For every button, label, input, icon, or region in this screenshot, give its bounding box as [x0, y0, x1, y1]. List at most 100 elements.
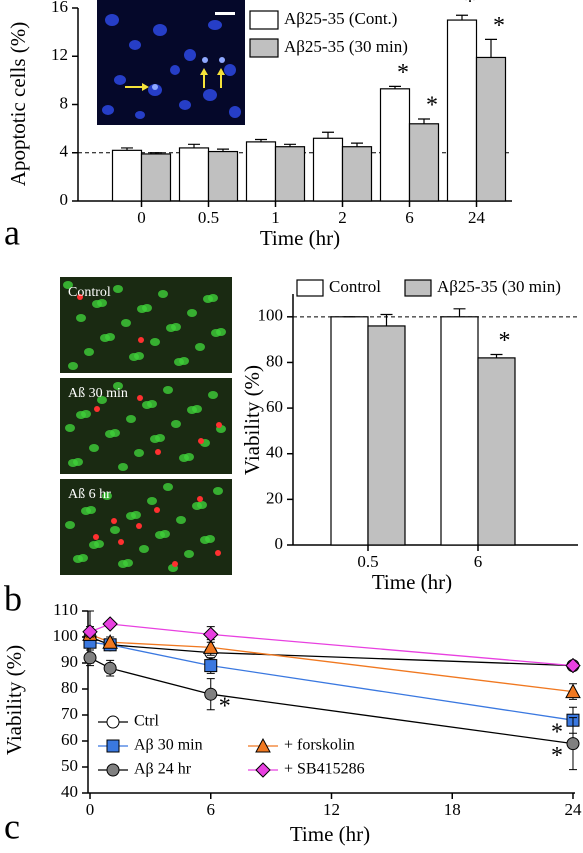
micrograph-label: Control: [68, 285, 111, 300]
cell: [163, 386, 173, 394]
error-bar: [255, 138, 267, 142]
significance-marker: *: [464, 0, 476, 15]
dead-cell: [94, 406, 100, 412]
error-bar: [121, 147, 133, 151]
significance-marker: *: [219, 694, 231, 720]
cell: [147, 497, 157, 505]
cell: [171, 323, 181, 331]
cell: [97, 396, 107, 404]
error-bar: [485, 38, 497, 58]
series-line: [89, 623, 574, 667]
error-bar: [322, 131, 334, 139]
panel-letter: a: [4, 212, 20, 252]
cell: [187, 309, 197, 317]
y-tick-label: 40: [61, 782, 78, 801]
bar: [341, 146, 373, 202]
micrograph: Control: [60, 277, 232, 373]
cell: [163, 483, 173, 491]
y-tick-label: 70: [61, 704, 78, 723]
cell: [176, 516, 186, 524]
cell: [208, 294, 218, 302]
bar: [330, 316, 369, 546]
x-axis-label: Time (hr): [260, 226, 340, 250]
x-tick-label: 12: [323, 800, 340, 819]
cell: [81, 410, 91, 418]
x-tick-label: 6: [474, 552, 483, 571]
y-axis-label: Apoptotic cells (%): [6, 22, 30, 186]
x-tick-label: 0: [137, 208, 146, 227]
legend-label: + forskolin: [284, 737, 355, 754]
micrograph-background: [60, 378, 232, 474]
significance-marker: *: [397, 60, 409, 86]
bar: [178, 147, 210, 202]
cell: [84, 348, 94, 356]
dead-cell: [77, 294, 83, 300]
cell: [105, 333, 115, 341]
x-tick-label: 0: [86, 800, 95, 819]
bar: [379, 88, 411, 202]
cell: [158, 290, 168, 298]
x-tick-label: 24: [564, 800, 582, 819]
micrograph-background: [60, 479, 232, 575]
dead-cell: [197, 496, 203, 502]
cell: [97, 299, 107, 307]
panel-letter: c: [4, 806, 20, 846]
marker: [106, 739, 120, 753]
bar: [477, 357, 516, 546]
legend-swatch: [249, 38, 279, 58]
series-line: [89, 657, 574, 745]
cell: [123, 559, 133, 567]
x-tick-label: 24: [468, 208, 486, 227]
marker: [255, 762, 271, 778]
cell: [126, 415, 136, 423]
y-tick-label: 4: [60, 142, 69, 161]
marker: [203, 626, 219, 643]
cell: [205, 535, 215, 543]
bar: [440, 316, 479, 546]
legend-label: Ctrl: [134, 713, 159, 730]
cell: [68, 362, 78, 370]
marker: [565, 657, 581, 674]
bar: [274, 146, 306, 202]
cell: [102, 492, 112, 500]
marker: [102, 634, 118, 649]
cell: [110, 429, 120, 437]
x-tick-label: 1: [271, 208, 280, 227]
cell: [139, 545, 149, 553]
x-tick-label: 6: [207, 800, 216, 819]
dead-cell: [111, 518, 117, 524]
micrograph-label: Aß 6 hr: [68, 487, 111, 502]
dead-cell: [215, 550, 221, 556]
marker: [204, 687, 218, 701]
dead-cell: [216, 422, 222, 428]
dead-cell: [155, 449, 161, 455]
error-bar: [351, 142, 363, 147]
y-tick-label: 8: [60, 93, 69, 112]
marker: [204, 659, 218, 673]
cell: [192, 405, 202, 413]
error-bar: [150, 152, 162, 154]
cell: [160, 530, 170, 538]
y-tick-label: 80: [61, 678, 78, 697]
cell: [65, 424, 75, 432]
marker: [103, 661, 117, 675]
dead-cell: [137, 395, 143, 401]
x-axis-label: Time (hr): [372, 570, 452, 594]
micrograph-label: Aß 30 min: [68, 386, 128, 401]
series-line: [89, 633, 574, 693]
y-tick-label: 60: [266, 397, 283, 416]
y-tick-label: 16: [51, 0, 68, 16]
cell: [63, 281, 73, 289]
legend-swatch: [404, 279, 432, 297]
y-tick-label: 20: [266, 488, 283, 507]
bar: [111, 149, 143, 202]
cell: [213, 487, 223, 495]
cell: [184, 550, 194, 558]
dead-cell: [118, 539, 124, 545]
cell: [134, 352, 144, 360]
y-axis-label: Viability (%): [240, 365, 264, 475]
cell: [110, 526, 120, 534]
cell: [184, 453, 194, 461]
significance-marker: *: [426, 92, 438, 118]
inset-image: [97, 0, 245, 125]
